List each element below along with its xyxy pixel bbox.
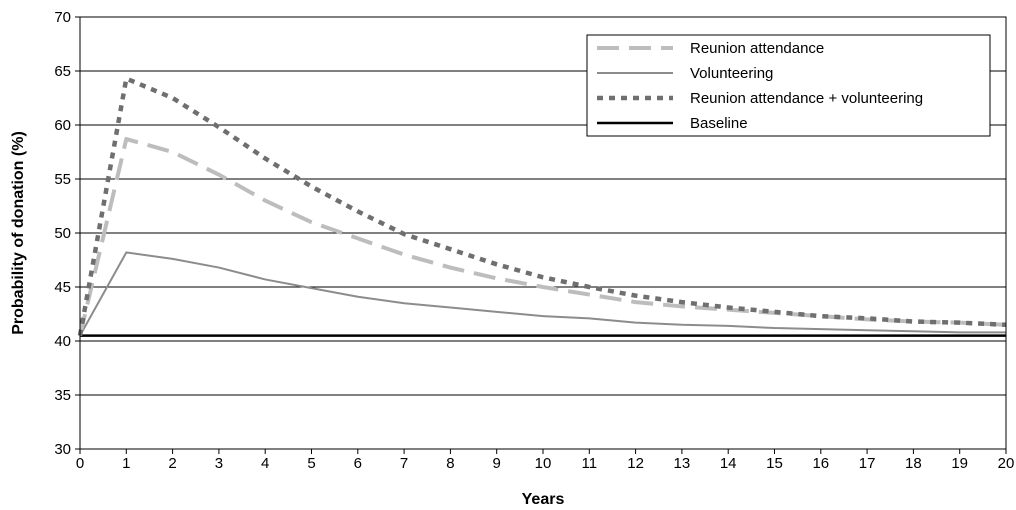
y-axis-title: Probability of donation (%) <box>10 131 27 335</box>
x-tick-label: 2 <box>168 455 176 472</box>
x-tick-label: 14 <box>720 455 737 472</box>
y-tick-label: 40 <box>54 333 71 350</box>
x-tick-label: 13 <box>674 455 691 472</box>
x-tick-label: 15 <box>766 455 783 472</box>
x-tick-label: 19 <box>951 455 968 472</box>
x-axis-ticks: 0 1 2 3 4 5 6 7 8 9 10 11 12 13 14 15 16 17 18 19 20 <box>76 449 1015 472</box>
x-tick-label: 3 <box>215 455 223 472</box>
x-tick-label: 5 <box>307 455 315 472</box>
legend-box <box>586 34 991 137</box>
legend-label: Reunion attendance <box>690 40 824 57</box>
legend: Reunion attendance Volunteering Reunion at… <box>586 34 991 137</box>
y-tick-label: 60 <box>54 117 71 134</box>
x-tick-label: 17 <box>859 455 876 472</box>
y-tick-label: 45 <box>54 279 71 296</box>
legend-label: Reunion attendance + volunteering <box>690 90 923 107</box>
y-tick-label: 35 <box>54 387 71 404</box>
y-tick-label: 65 <box>54 63 71 80</box>
y-tick-label: 70 <box>54 9 71 26</box>
x-tick-label: 4 <box>261 455 269 472</box>
x-tick-label: 8 <box>446 455 454 472</box>
x-tick-label: 18 <box>905 455 922 472</box>
legend-label: Baseline <box>690 115 748 132</box>
x-tick-label: 7 <box>400 455 408 472</box>
y-tick-label: 50 <box>54 225 71 242</box>
series-line-reunion-attendance-volunteering <box>77 76 1007 336</box>
x-tick-label: 16 <box>812 455 829 472</box>
x-tick-label: 1 <box>122 455 130 472</box>
x-tick-label: 20 <box>998 455 1015 472</box>
x-tick-label: 10 <box>535 455 552 472</box>
x-tick-label: 12 <box>627 455 644 472</box>
series-lines <box>77 76 1007 337</box>
x-axis-title: Years <box>522 491 565 508</box>
y-tick-label: 30 <box>54 441 71 458</box>
x-tick-label: 6 <box>354 455 362 472</box>
x-tick-label: 9 <box>493 455 501 472</box>
series-line-volunteering <box>79 251 1006 337</box>
x-tick-label: 0 <box>76 455 84 472</box>
x-tick-label: 11 <box>582 455 598 472</box>
y-tick-label: 55 <box>54 171 71 188</box>
legend-label: Volunteering <box>690 65 773 82</box>
y-axis-ticks: 30 35 40 45 50 55 60 65 70 <box>54 9 80 458</box>
series-line-reunion-attendance <box>78 137 1007 337</box>
